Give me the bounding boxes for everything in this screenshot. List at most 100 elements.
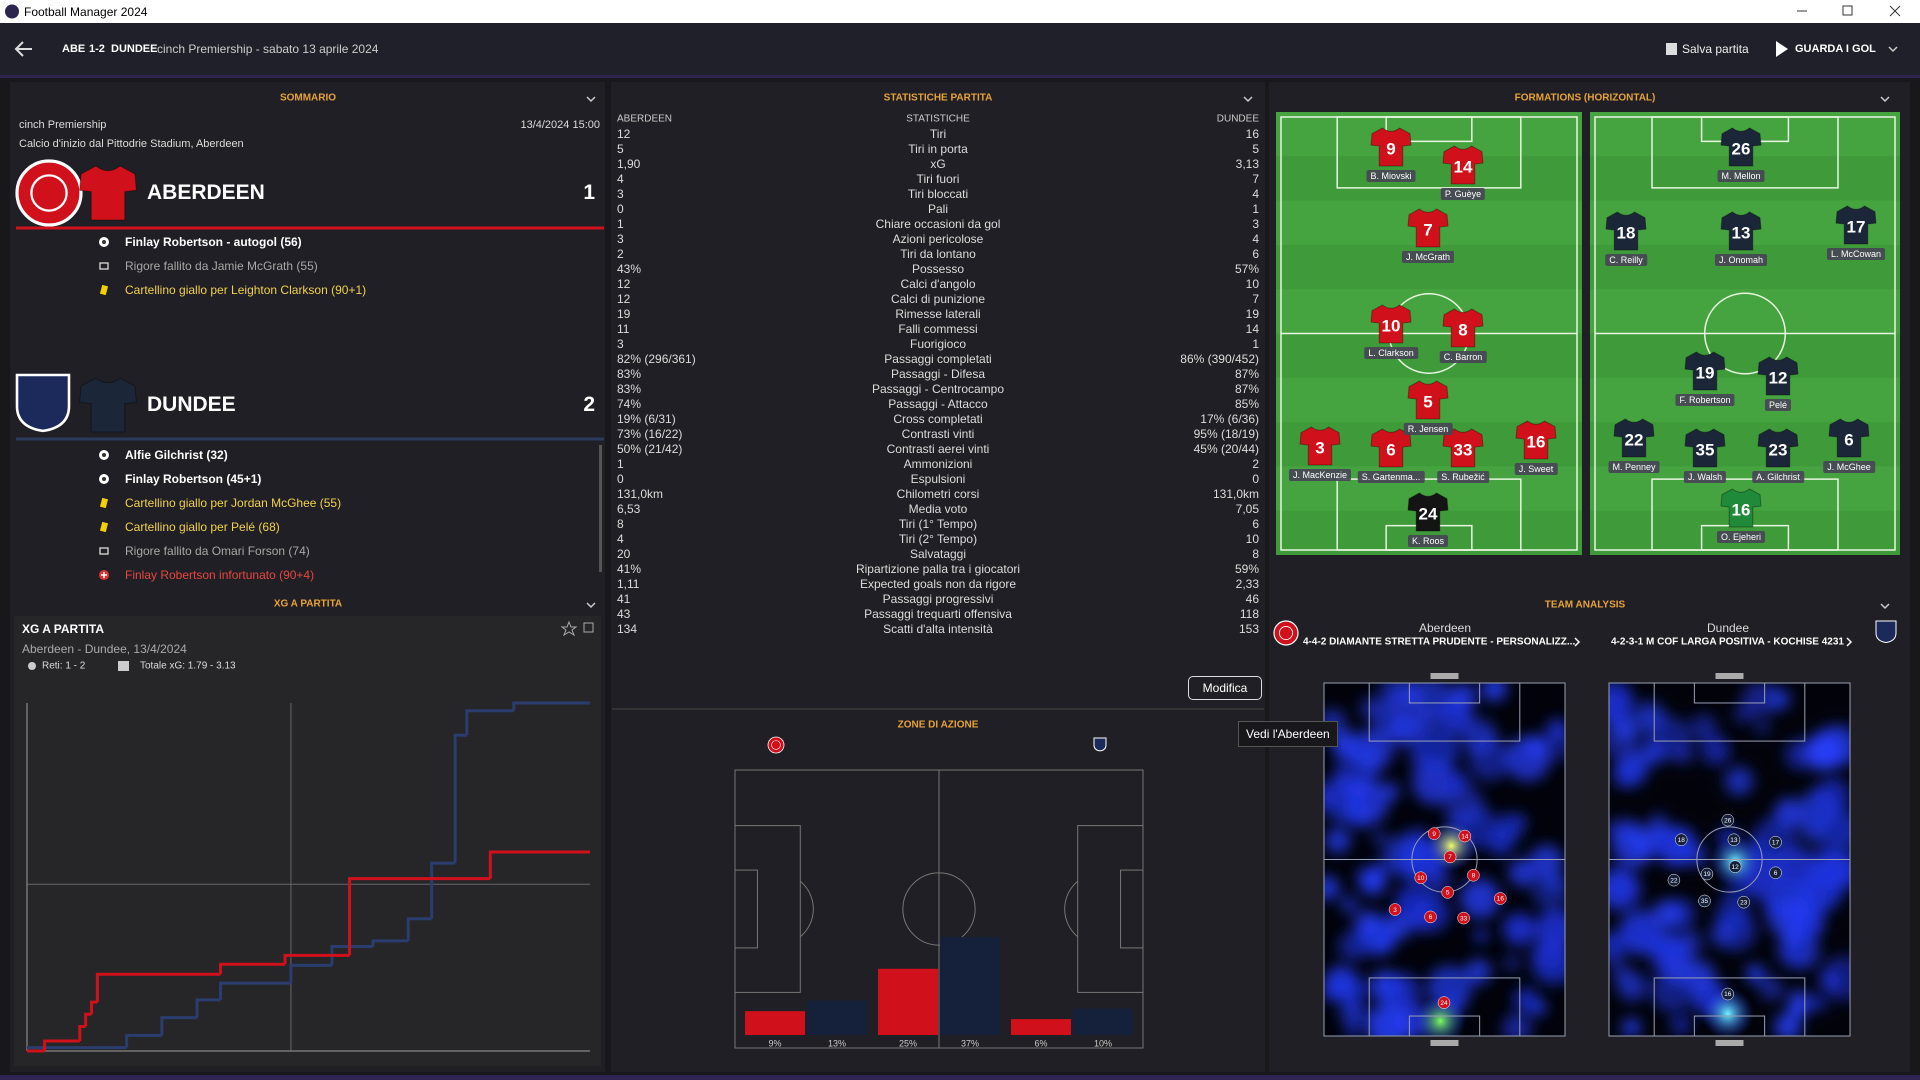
heat-blob xyxy=(1372,830,1387,845)
heat-blob xyxy=(1815,777,1850,813)
yellow-card-icon xyxy=(99,497,109,509)
player-name[interactable]: J. Onomah xyxy=(1714,254,1768,266)
player-name[interactable]: M. Penney xyxy=(1608,461,1660,473)
home-stat: 20 xyxy=(617,547,631,561)
xg-step xyxy=(430,861,456,919)
player-marker xyxy=(1424,910,1437,924)
edit-button[interactable]: Modifica xyxy=(1188,676,1262,700)
heat-blob xyxy=(1724,766,1754,796)
player-name[interactable]: L. McCowan xyxy=(1826,248,1886,260)
goals-icon xyxy=(28,662,36,670)
player-name[interactable]: L. Clarkson xyxy=(1364,347,1418,359)
aberdeen-crest xyxy=(767,736,785,754)
player-name[interactable]: A. Gilchrist xyxy=(1752,471,1804,483)
heat-blob xyxy=(1353,909,1382,938)
stat-label: Fuorigioco xyxy=(909,337,967,351)
player-shirt xyxy=(1442,428,1484,468)
home-stat: 19 xyxy=(617,307,631,321)
player-shirt xyxy=(1299,426,1341,466)
heat-blob xyxy=(1494,813,1524,843)
stat-label: Expected goals non da rigore xyxy=(859,577,1017,591)
stat-label: Scatti d'alta intensità xyxy=(883,622,993,636)
back-icon xyxy=(14,41,32,57)
player-name[interactable]: M. Mellon xyxy=(1717,170,1765,182)
heat-blob xyxy=(1345,1024,1361,1036)
player-name[interactable]: C. Reilly xyxy=(1605,254,1647,266)
home-stat: 12 xyxy=(617,127,631,141)
dundee-crest xyxy=(1093,737,1107,752)
goal xyxy=(1715,1040,1744,1046)
player-name[interactable]: K. Roos xyxy=(1407,535,1449,547)
app-icon xyxy=(5,4,19,19)
player-name[interactable]: J. Sweet xyxy=(1514,463,1558,475)
chevron-icon xyxy=(586,602,596,609)
centre-circle xyxy=(1696,826,1763,893)
away-stat: 131,0km xyxy=(1212,487,1259,501)
heat-blob xyxy=(1384,912,1412,941)
player-shirt xyxy=(1720,488,1762,528)
away-stat: 45% (20/44) xyxy=(1193,442,1259,456)
stat-label: Espulsioni xyxy=(910,472,966,486)
home-stat: 12 xyxy=(617,292,631,306)
player-name[interactable]: F. Robertson xyxy=(1675,394,1735,406)
xg-step xyxy=(371,939,409,947)
column-header: DUNDEE xyxy=(1216,113,1259,125)
player-name[interactable]: S. Rubežić xyxy=(1437,471,1489,483)
home-stat: 19% (6/31) xyxy=(617,412,676,426)
player-marker xyxy=(1414,871,1427,884)
player-name[interactable]: J. Walsh xyxy=(1683,471,1727,483)
play-icon xyxy=(1776,41,1788,57)
heat-hotspot xyxy=(1414,994,1467,1036)
player-name[interactable]: Pelé xyxy=(1764,399,1792,411)
heat-blob xyxy=(1502,1013,1532,1036)
player-name[interactable]: O. Ejeheri xyxy=(1716,531,1766,543)
player-shirt xyxy=(1720,211,1762,251)
marker-number: 14 xyxy=(1461,833,1469,840)
player-name[interactable]: J. McGhee xyxy=(1823,461,1875,473)
player-name[interactable]: C. Barron xyxy=(1439,351,1487,363)
player-name[interactable]: J. McGrath xyxy=(1401,251,1455,263)
stat-label: Chilometri corsi xyxy=(896,487,980,501)
stat-label: Tiri bloccati xyxy=(907,187,969,201)
stat-label: Ripartizione palla tra i giocatori xyxy=(855,562,1021,576)
tactic-link[interactable]: 4-2-3-1 M COF LARGA POSITIVA - KOCHISE 4… xyxy=(1610,636,1844,648)
marker-number: 6 xyxy=(1774,870,1778,877)
stat-label: Calci di punizione xyxy=(890,292,986,306)
goals-total: Reti: 1 - 2 xyxy=(42,660,86,672)
player-number: 5 xyxy=(1423,392,1432,411)
penalty-miss-icon xyxy=(99,262,109,270)
player-shirt xyxy=(1442,145,1484,185)
player-name[interactable]: S. Gartenma... xyxy=(1357,471,1425,483)
chevron-icon xyxy=(1574,637,1581,647)
player-name[interactable]: P. Guèye xyxy=(1440,188,1486,200)
player-name[interactable]: J. MacKenzie xyxy=(1288,469,1352,481)
xg-step xyxy=(160,1016,198,1036)
player-number: 3 xyxy=(1315,438,1324,457)
heat-blob xyxy=(1412,759,1458,805)
player-name[interactable]: B. Miovski xyxy=(1366,170,1416,182)
player-marker xyxy=(1441,886,1454,899)
match-subtitle: cinch Premiership - sabato 13 aprile 202… xyxy=(157,42,379,56)
zone-bar xyxy=(745,1011,805,1035)
penalty-arc xyxy=(799,880,814,938)
match-event: Rigore fallito da Jamie McGrath (55) xyxy=(125,259,318,273)
marker-number: 5 xyxy=(1446,890,1450,897)
away-stat: 87% xyxy=(1234,382,1259,396)
save-button[interactable]: Salva partita xyxy=(1682,42,1749,56)
away-stat: 0 xyxy=(1252,472,1259,486)
tactic-link[interactable]: 4-4-2 DIAMANTE STRETTA PRUDENTE - PERSON… xyxy=(1303,636,1576,648)
team-name: ABERDEEN xyxy=(147,181,265,204)
player-marker xyxy=(1728,860,1742,873)
home-code: ABE xyxy=(62,43,86,55)
home-stat: 1,90 xyxy=(617,157,641,171)
away-stat: 118 xyxy=(1239,607,1259,621)
section-title: TEAM ANALYSIS xyxy=(1544,599,1626,611)
player-name[interactable]: R. Jensen xyxy=(1403,423,1453,435)
centre-circle xyxy=(1703,292,1787,375)
xg-step xyxy=(125,1033,162,1048)
highlights-button[interactable]: GUARDA I GOL xyxy=(1795,43,1876,55)
player-number: 12 xyxy=(1769,368,1788,387)
player-shirt xyxy=(1835,205,1877,245)
xg-step xyxy=(95,972,221,1003)
penalty-box xyxy=(1077,825,1144,993)
